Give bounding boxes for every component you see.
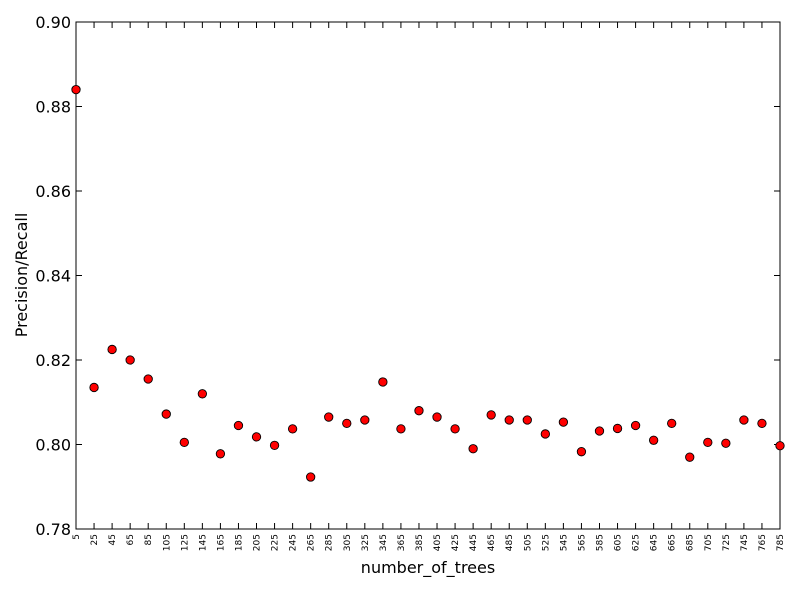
- x-tick-label: 605: [614, 534, 624, 551]
- data-point: [269, 440, 280, 450]
- x-tick-label: 705: [704, 534, 714, 551]
- x-tick-label: 305: [343, 534, 353, 551]
- x-tick-label: 65: [126, 534, 136, 545]
- x-tick-label: 25: [90, 534, 100, 545]
- x-tick-label: 125: [180, 534, 190, 551]
- data-point: [71, 84, 81, 95]
- x-tick-label: 265: [307, 534, 317, 551]
- x-tick-label: 625: [632, 534, 642, 551]
- data-point: [125, 355, 135, 365]
- x-tick-label: 105: [162, 534, 172, 551]
- x-tick-label: 565: [577, 534, 587, 551]
- data-point: [630, 420, 641, 431]
- data-point: [612, 423, 623, 434]
- x-tick-label: 725: [722, 534, 732, 551]
- x-tick-label: 225: [271, 534, 281, 551]
- data-point: [179, 437, 189, 448]
- data-point: [215, 449, 226, 459]
- x-tick-label: 485: [505, 534, 515, 551]
- data-point: [306, 472, 316, 482]
- x-tick-label: 525: [541, 534, 551, 551]
- x-tick-label: 325: [361, 534, 371, 551]
- x-tick-label: 165: [216, 534, 226, 551]
- data-point: [378, 377, 388, 387]
- data-point: [89, 382, 99, 393]
- data-point: [414, 406, 424, 416]
- x-tick-label: 85: [144, 534, 154, 545]
- x-tick-label: 185: [234, 534, 244, 551]
- x-tick-label: 445: [469, 534, 479, 551]
- data-point: [197, 389, 208, 399]
- data-point: [685, 452, 695, 462]
- y-axis: 0.78 0.80 0.82 0.84 0.86 0.88 0.90: [35, 13, 780, 539]
- data-point: [703, 437, 713, 448]
- x-tick-label: 465: [487, 534, 497, 551]
- y-tick-label: 0.88: [35, 98, 71, 117]
- y-tick-label: 0.84: [35, 267, 71, 286]
- y-tick-label: 0.78: [35, 520, 71, 539]
- x-tick-label: 285: [325, 534, 335, 551]
- x-tick-label: 365: [397, 534, 407, 551]
- data-point: [486, 410, 496, 420]
- x-axis-label: number_of_trees: [361, 558, 495, 578]
- x-tick-label: 645: [650, 534, 660, 551]
- x-tick-label: 5: [72, 534, 82, 540]
- x-tick-label: 345: [379, 534, 389, 551]
- data-point: [775, 441, 785, 451]
- data-point: [233, 420, 244, 431]
- y-tick-label: 0.90: [35, 13, 71, 32]
- data-point: [107, 344, 117, 355]
- data-point: [450, 424, 460, 434]
- x-tick-label: 765: [758, 534, 768, 551]
- x-tick-label: 745: [740, 534, 750, 551]
- x-tick-label: 145: [198, 534, 208, 551]
- data-point: [251, 432, 262, 442]
- data-point: [540, 429, 550, 439]
- x-tick-label: 405: [433, 534, 443, 551]
- x-tick-label: 585: [595, 534, 605, 551]
- data-point: [558, 417, 569, 427]
- data-point: [667, 418, 677, 429]
- data-point: [161, 409, 171, 419]
- data-point: [432, 412, 442, 422]
- data-point: [576, 447, 587, 457]
- data-point: [648, 435, 659, 445]
- x-tick-label: 385: [415, 534, 425, 551]
- x-tick-label: 545: [559, 534, 569, 551]
- y-tick-label: 0.86: [35, 182, 71, 201]
- y-tick-label: 0.80: [35, 436, 71, 455]
- x-tick-label: 685: [686, 534, 696, 551]
- data-point: [287, 424, 298, 434]
- x-tick-label: 785: [776, 534, 786, 551]
- data-points: [71, 84, 785, 482]
- x-tick-label: 665: [668, 534, 678, 551]
- data-point: [739, 415, 749, 425]
- y-axis-label: Precision/Recall: [12, 213, 31, 338]
- data-point: [721, 438, 731, 448]
- data-point: [522, 415, 532, 425]
- data-point: [504, 415, 514, 425]
- x-tick-label: 505: [523, 534, 533, 551]
- plot-frame: [75, 21, 781, 530]
- data-point: [594, 426, 605, 436]
- data-point: [360, 415, 370, 425]
- data-point: [468, 444, 478, 454]
- x-tick-label: 205: [253, 534, 263, 551]
- data-point: [396, 424, 406, 434]
- data-point: [342, 418, 352, 429]
- data-point: [143, 374, 153, 384]
- data-point: [757, 418, 767, 429]
- y-tick-label: 0.82: [35, 351, 71, 370]
- x-tick-label: 425: [451, 534, 461, 551]
- x-axis: 5 25 45 65 85 105 125 145 165 185 205 225 245 265 285 3…: [72, 22, 786, 551]
- x-tick-label: 245: [289, 534, 299, 551]
- data-point: [324, 412, 334, 422]
- x-tick-label: 45: [108, 534, 118, 545]
